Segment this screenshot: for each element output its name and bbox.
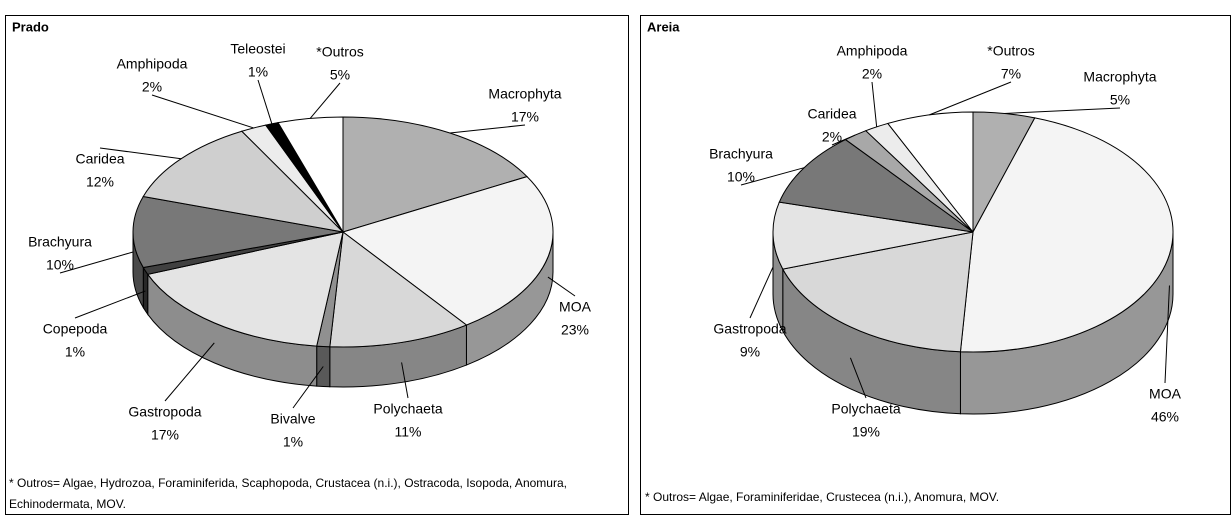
slice-label: Teleostei	[230, 41, 285, 57]
slice	[329, 231, 468, 348]
slice-side	[142, 265, 149, 316]
slice	[146, 231, 344, 347]
slice-value: 1%	[248, 64, 268, 80]
leader-line	[309, 82, 341, 119]
slice	[782, 231, 974, 353]
slice-label: Macrophyta	[1083, 69, 1156, 85]
leader-line	[1164, 285, 1170, 384]
leader-line	[749, 266, 774, 319]
slice-label: *Outros	[987, 43, 1034, 59]
slice-label: *Outros	[316, 44, 363, 60]
slice-value: 10%	[727, 169, 755, 185]
slice-value: 9%	[740, 344, 760, 360]
leader-line	[164, 342, 215, 402]
slice-value: 1%	[283, 434, 303, 450]
leader-line	[740, 167, 805, 186]
slice-label: Caridea	[807, 106, 856, 122]
slice-value: 17%	[511, 109, 539, 125]
slice-value: 17%	[151, 427, 179, 443]
slice-label: Polychaeta	[831, 401, 900, 417]
slice-label: Macrophyta	[488, 86, 561, 102]
slice-value: 46%	[1151, 409, 1179, 425]
slice-value: 5%	[330, 67, 350, 83]
slice	[778, 138, 974, 233]
chart-title: Areia	[647, 19, 680, 34]
leader-line	[547, 276, 576, 297]
slice-label: Gastropoda	[713, 321, 786, 337]
slice-value: 19%	[852, 424, 880, 440]
leader-line	[449, 124, 526, 134]
slice-label: Brachyura	[28, 234, 92, 250]
slice-label: Polychaeta	[373, 401, 442, 417]
slice-label: MOA	[1149, 386, 1182, 402]
leader-line	[871, 81, 878, 127]
leader-line	[401, 362, 409, 399]
slice-value: 1%	[65, 344, 85, 360]
slice	[277, 116, 344, 234]
slice-value: 10%	[46, 257, 74, 273]
panel-border	[640, 15, 1231, 515]
slice-value: 23%	[561, 322, 589, 338]
slice-value: 2%	[862, 66, 882, 82]
slice	[886, 111, 974, 234]
slice-label: Gastropoda	[128, 404, 201, 420]
slice-label: MOA	[559, 299, 592, 315]
slice	[142, 130, 345, 233]
leader-line	[1004, 107, 1121, 114]
slice-label: Bivalve	[270, 411, 315, 427]
slice-value: 5%	[1110, 92, 1130, 108]
leader-line	[99, 147, 182, 160]
slice	[341, 176, 554, 326]
leader-line	[151, 94, 254, 129]
slice-value: 7%	[1001, 66, 1021, 82]
leader-line	[292, 366, 324, 409]
footnote: * Outros= Algae, Hydrozoa, Foraminiferid…	[9, 476, 567, 511]
slice-label: Amphipoda	[117, 56, 188, 72]
chart-title: Prado	[12, 19, 49, 34]
slice-value: 2%	[822, 129, 842, 145]
slice-value: 12%	[86, 174, 114, 190]
slice-side	[316, 345, 331, 388]
slice-label: Copepoda	[43, 321, 108, 337]
slice	[342, 116, 528, 233]
slice	[959, 117, 1174, 353]
leader-line	[831, 134, 856, 146]
footnote: * Outros= Algae, Foraminiferidae, Cruste…	[645, 490, 1000, 504]
slice-label: Amphipoda	[837, 43, 908, 59]
leader-line	[257, 79, 273, 124]
leader-line	[59, 251, 134, 274]
slice-label: Caridea	[75, 151, 124, 167]
slice-value: 2%	[142, 79, 162, 95]
panel-border	[5, 15, 629, 515]
leader-line	[929, 81, 1012, 116]
slice	[132, 195, 344, 269]
slice-label: Brachyura	[709, 146, 773, 162]
leader-line	[849, 357, 867, 399]
slice	[772, 201, 974, 270]
leader-line	[74, 290, 146, 319]
slice-value: 11%	[395, 424, 422, 440]
